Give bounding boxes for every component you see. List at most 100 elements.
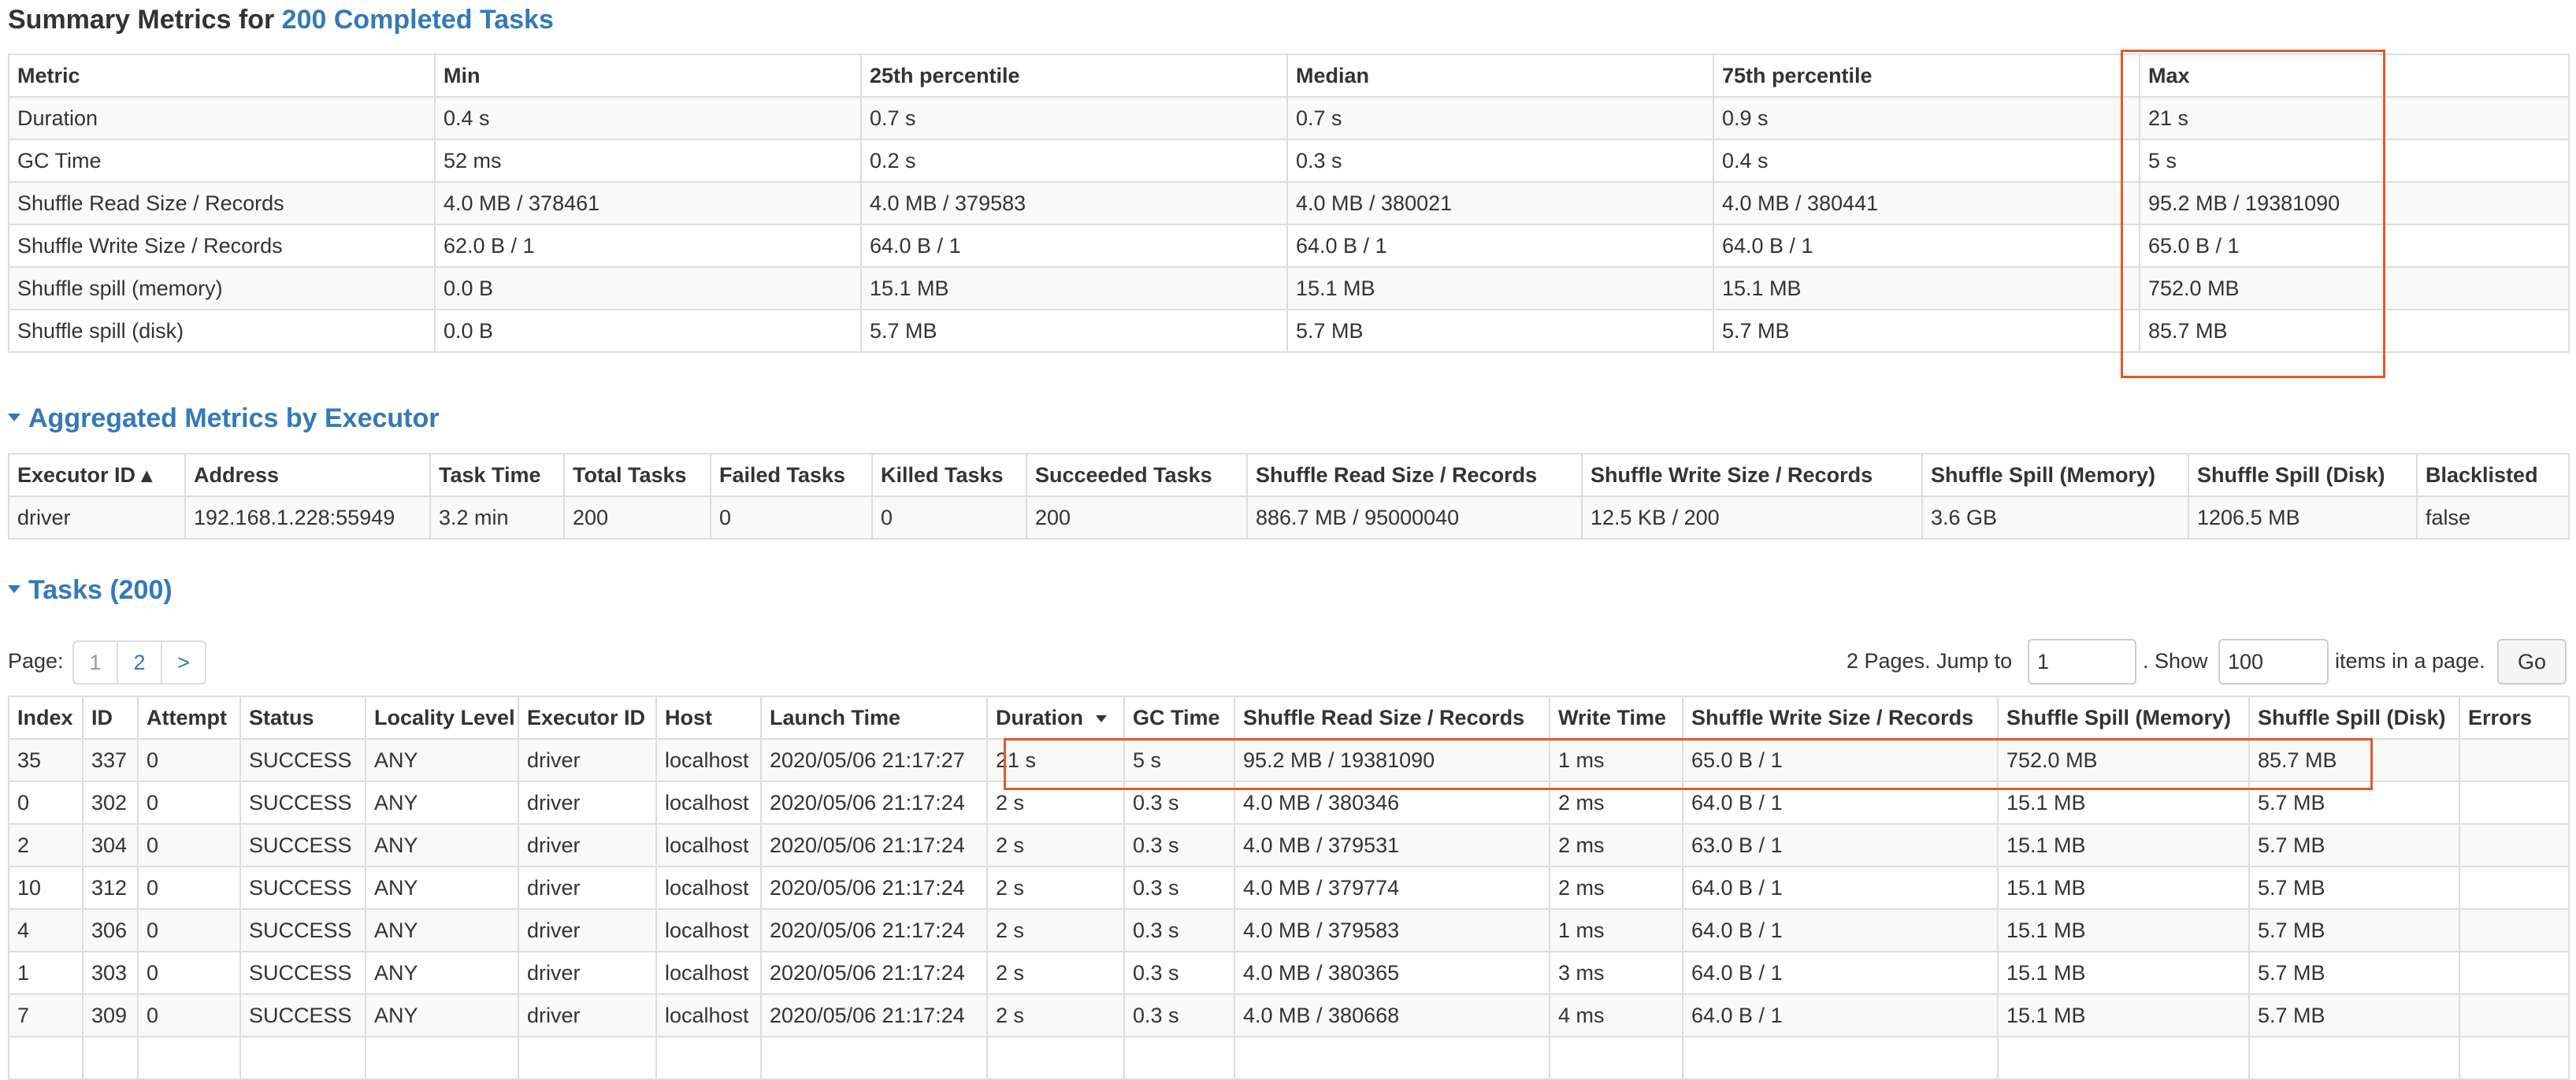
table-cell: 2020/05/06 21:17:24 [760, 823, 988, 867]
column-header-locality-level[interactable]: Locality Level [365, 696, 519, 740]
column-header-shuffle-spill-memory[interactable]: Shuffle Spill (Memory) [1921, 453, 2189, 497]
table-cell: 7 [8, 993, 84, 1037]
column-header-index[interactable]: Index [8, 696, 84, 740]
pagination: 1 2 > [72, 640, 206, 685]
table-cell: 0.7 s [860, 96, 1288, 140]
table-cell: ANY [365, 866, 519, 910]
table-cell: 65.0 B / 1 [1682, 738, 1999, 782]
column-header-blacklisted[interactable]: Blacklisted [2416, 453, 2570, 497]
table-cell: 0 [8, 781, 84, 825]
table-cell: ANY [365, 781, 519, 825]
table-cell: 64.0 B / 1 [1682, 866, 1999, 910]
page-label: Page: [8, 649, 64, 673]
table-row: 1 303 0 SUCCESS ANY driver localhost 2020/05/06… [8, 951, 2570, 995]
column-header-task-time[interactable]: Task Time [429, 453, 565, 497]
go-button[interactable]: Go [2497, 639, 2567, 685]
table-cell: 15.1 MB [1286, 266, 1714, 310]
column-header-write-time[interactable]: Write Time [1549, 696, 1683, 740]
column-header-shuffle-spill-disk[interactable]: Shuffle Spill (Disk) [2188, 453, 2418, 497]
table-cell: 2020/05/06 21:17:27 [760, 738, 988, 782]
table-cell: 12.5 KB / 200 [1581, 495, 1923, 540]
table-cell [655, 1036, 762, 1080]
column-header-host[interactable]: Host [655, 696, 762, 740]
table-cell: 0.2 s [860, 139, 1288, 183]
table-cell: 15.1 MB [860, 266, 1288, 310]
table-cell: 0.3 s [1123, 951, 1235, 995]
table-cell: 15.1 MB [1997, 781, 2250, 825]
column-header-executor-id[interactable]: Executor ID ▴ [8, 453, 186, 497]
page-size-input[interactable] [2218, 639, 2329, 685]
table-cell: SUCCESS [239, 866, 366, 910]
table-cell: localhost [655, 823, 762, 867]
table-cell [239, 1036, 366, 1080]
column-header-label: Index [17, 705, 73, 729]
column-header-shuffle-read-size-records[interactable]: Shuffle Read Size / Records [1234, 696, 1550, 740]
next-page-button[interactable]: > [161, 640, 206, 685]
table-cell: 0 [137, 781, 241, 825]
column-header-id[interactable]: ID [82, 696, 139, 740]
column-header-gc-time[interactable]: GC Time [1123, 696, 1235, 740]
table-cell: SUCCESS [239, 993, 366, 1037]
aggregated-metrics-toggle[interactable]: Aggregated Metrics by Executor [8, 403, 439, 434]
column-header-failed-tasks[interactable]: Failed Tasks [710, 453, 873, 497]
table-cell: false [2416, 495, 2570, 540]
jump-to-page-input[interactable] [2028, 639, 2136, 685]
table-cell: 35 [8, 738, 84, 782]
table-cell: 2 [8, 823, 84, 867]
table-cell: driver [518, 908, 657, 952]
table-cell [2459, 866, 2570, 910]
column-header-shuffle-write-size-records[interactable]: Shuffle Write Size / Records [1682, 696, 1999, 740]
collapse-caret-icon [8, 414, 20, 422]
column-header-launch-time[interactable]: Launch Time [760, 696, 988, 740]
table-cell: 0.9 s [1713, 96, 2140, 140]
table-cell: 95.2 MB / 19381090 [1234, 738, 1550, 782]
table-cell: 4.0 MB / 380668 [1234, 993, 1550, 1037]
column-header-succeeded-tasks[interactable]: Succeeded Tasks [1026, 453, 1248, 497]
collapse-caret-icon [8, 585, 20, 594]
column-header-attempt[interactable]: Attempt [137, 696, 241, 740]
column-header-errors[interactable]: Errors [2459, 696, 2570, 740]
column-header-executor-id[interactable]: Executor ID [518, 696, 657, 740]
table-cell: 2 s [986, 866, 1125, 910]
table-cell: 0.3 s [1123, 781, 1235, 825]
table-cell: 64.0 B / 1 [1682, 951, 1999, 995]
tasks-header-row: Index ID Attempt Status Locality Level Execut… [8, 696, 2570, 740]
column-header-label: Executor ID [527, 705, 646, 729]
table-cell: 2 ms [1549, 781, 1683, 825]
column-header-shuffle-write-size-records[interactable]: Shuffle Write Size / Records [1581, 453, 1923, 497]
column-header-killed-tasks[interactable]: Killed Tasks [871, 453, 1027, 497]
column-header-label: Total Tasks [573, 462, 687, 487]
column-header-total-tasks[interactable]: Total Tasks [563, 453, 711, 497]
column-header-shuffle-spill-memory[interactable]: Shuffle Spill (Memory) [1997, 696, 2250, 740]
table-row: 4 306 0 SUCCESS ANY driver localhost 2020/05/06… [8, 908, 2570, 952]
pages-jump-label: 2 Pages. Jump to [1847, 649, 2013, 673]
page-1-button[interactable]: 1 [72, 640, 118, 685]
table-cell: 2020/05/06 21:17:24 [760, 951, 988, 995]
table-cell: 64.0 B / 1 [1682, 908, 1999, 952]
table-cell: ANY [365, 951, 519, 995]
page-2-button[interactable]: 2 [117, 640, 162, 685]
column-header-status[interactable]: Status [239, 696, 366, 740]
table-cell [760, 1036, 988, 1080]
column-header-25th-percentile: 25th percentile [860, 54, 1288, 98]
column-header-shuffle-read-size-records[interactable]: Shuffle Read Size / Records [1246, 453, 1583, 497]
column-header-duration[interactable]: Duration [986, 696, 1125, 740]
table-cell: 0.3 s [1123, 908, 1235, 952]
aggregated-metrics-title: Aggregated Metrics by Executor [28, 403, 440, 433]
table-cell: 0.4 s [1713, 139, 2140, 183]
completed-tasks-link[interactable]: 200 Completed Tasks [281, 5, 554, 35]
column-header-shuffle-spill-disk[interactable]: Shuffle Spill (Disk) [2248, 696, 2460, 740]
table-row [8, 1036, 2570, 1080]
table-cell: 4.0 MB / 380365 [1234, 951, 1550, 995]
column-header-address[interactable]: Address [184, 453, 431, 497]
column-header-label: Max [2148, 63, 2190, 87]
table-cell: driver [518, 993, 657, 1037]
table-cell: 3.6 GB [1921, 495, 2189, 540]
tasks-toggle[interactable]: Tasks (200) [8, 575, 173, 606]
column-header-label: Shuffle Write Size / Records [1691, 705, 1974, 729]
table-cell: 4.0 MB / 378461 [434, 181, 862, 225]
table-cell: localhost [655, 951, 762, 995]
table-cell: 2 s [986, 781, 1125, 825]
column-header-label: Launch Time [770, 705, 901, 729]
